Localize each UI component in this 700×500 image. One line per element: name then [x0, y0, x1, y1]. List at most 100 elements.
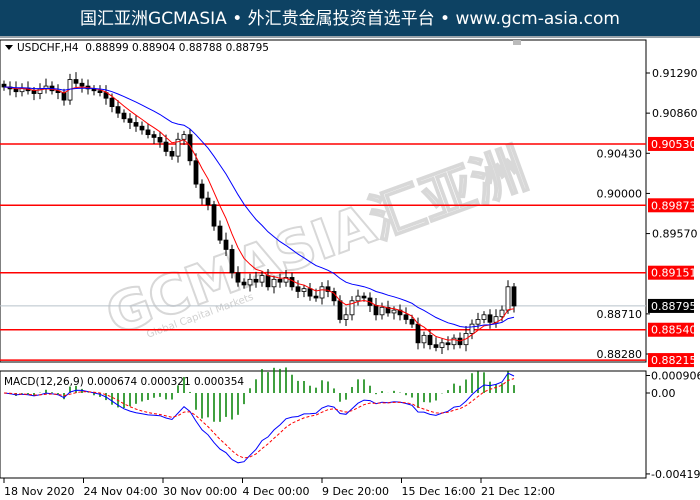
- bear-candle: [223, 239, 229, 250]
- bull-candle: [181, 134, 187, 140]
- bull-candle: [343, 314, 349, 320]
- bear-candle: [115, 106, 121, 114]
- candles: [1, 72, 517, 355]
- time-tick-label: 30 Nov 00:00: [163, 485, 237, 498]
- bull-candle: [355, 295, 361, 302]
- bear-candle: [145, 129, 151, 136]
- current-price-label: 0.88795: [651, 300, 697, 313]
- bear-candle: [121, 112, 127, 120]
- bear-candle: [385, 306, 391, 314]
- bear-candle: [253, 278, 259, 283]
- bull-candle: [259, 275, 265, 283]
- bear-candle: [313, 295, 319, 299]
- bull-candle: [175, 138, 181, 157]
- bull-candle: [451, 337, 457, 346]
- bear-candle: [151, 134, 157, 138]
- macd-panel: [0, 370, 647, 479]
- bull-candle: [247, 278, 253, 286]
- bear-candle: [409, 319, 415, 325]
- bear-candle: [217, 225, 223, 241]
- bull-candle: [319, 286, 325, 299]
- level-price-tag: [648, 353, 694, 368]
- level-price-label: 0.88215: [651, 354, 697, 367]
- bull-candle: [469, 323, 475, 334]
- level-price-label: 0.88540: [651, 324, 697, 337]
- price-tick-label: 0.88710: [597, 308, 643, 321]
- bear-candle: [337, 300, 343, 320]
- moving-average-slow: [3, 86, 515, 328]
- bear-candle: [133, 122, 139, 127]
- macd-info: MACD(12,26,9) 0.000674 0.000321 0.000354: [4, 376, 244, 388]
- level-price-tag: [648, 322, 694, 337]
- bear-candle: [199, 183, 205, 199]
- collapse-triangle-icon[interactable]: [5, 45, 13, 50]
- bear-candle: [169, 151, 175, 157]
- price-tick-label: 0.90860: [652, 107, 698, 120]
- bear-candle: [97, 90, 103, 94]
- bear-candle: [163, 141, 169, 152]
- time-tick-label: 15 Dec 16:00: [402, 485, 476, 498]
- bear-candle: [289, 277, 295, 288]
- bear-candle: [109, 97, 115, 108]
- bear-candle: [13, 88, 19, 93]
- time-tick-label: 4 Dec 00:00: [243, 485, 310, 498]
- bear-candle: [193, 160, 199, 185]
- level-price-tag: [648, 136, 694, 151]
- time-tick-label: 24 Nov 04:00: [84, 485, 158, 498]
- bear-candle: [361, 295, 367, 299]
- price-tick-label: 0.90430: [597, 147, 643, 160]
- bull-candle: [499, 309, 505, 318]
- price-tick-label: 0.91290: [652, 67, 698, 80]
- bull-candle: [379, 306, 385, 316]
- current-price-tag: [648, 298, 694, 313]
- level-price-label: 0.89151: [651, 267, 697, 280]
- bull-candle: [271, 278, 277, 288]
- bear-candle: [487, 314, 493, 323]
- price-tick-label: 0.90000: [597, 187, 643, 200]
- bull-candle: [301, 288, 307, 292]
- bull-candle: [439, 342, 445, 348]
- bear-candle: [433, 344, 439, 348]
- time-tick-label: 18 Nov 2020: [4, 485, 74, 498]
- bull-candle: [481, 314, 487, 320]
- bull-candle: [421, 334, 427, 344]
- bear-candle: [187, 134, 193, 162]
- bear-candle: [427, 334, 433, 346]
- bear-candle: [79, 82, 85, 87]
- bear-candle: [241, 281, 247, 286]
- level-price-tag: [648, 265, 694, 280]
- bear-candle: [265, 275, 271, 288]
- price-tick-label: 0.88280: [597, 348, 643, 361]
- macd-tick-label: 0.00: [651, 387, 676, 400]
- bull-candle: [283, 277, 289, 283]
- level-price-tag: [648, 198, 694, 213]
- header-banner: 国汇亚洲GCMASIA • 外汇贵金属投资首选平台 • www.gcm-asia…: [0, 0, 700, 38]
- bear-candle: [403, 314, 409, 320]
- bear-candle: [157, 137, 163, 143]
- macd-signal-line: [3, 378, 515, 459]
- bear-candle: [235, 272, 241, 283]
- level-price-label: 0.89873: [651, 199, 697, 212]
- level-price-label: 0.90530: [651, 138, 697, 151]
- bear-candle: [307, 288, 313, 297]
- macd-tick-label: 0.000906: [651, 370, 700, 383]
- bear-candle: [295, 286, 301, 292]
- bear-candle: [511, 286, 517, 307]
- bull-candle: [505, 286, 511, 311]
- price-tick-label: 0.89570: [652, 228, 698, 241]
- bear-candle: [73, 79, 79, 84]
- bear-candle: [31, 90, 37, 94]
- bull-candle: [349, 300, 355, 316]
- bear-candle: [127, 118, 133, 123]
- chart-shift-marker[interactable]: [513, 40, 521, 45]
- bear-candle: [139, 125, 145, 131]
- bear-candle: [415, 323, 421, 344]
- time-tick-label: 21 Dec 12:00: [481, 485, 555, 498]
- bear-candle: [61, 92, 67, 101]
- bear-candle: [445, 342, 451, 346]
- bull-candle: [391, 309, 397, 314]
- time-tick-label: 9 Dec 20:00: [322, 485, 389, 498]
- bear-candle: [211, 204, 217, 227]
- macd-tick-label: -0.004193: [651, 468, 700, 481]
